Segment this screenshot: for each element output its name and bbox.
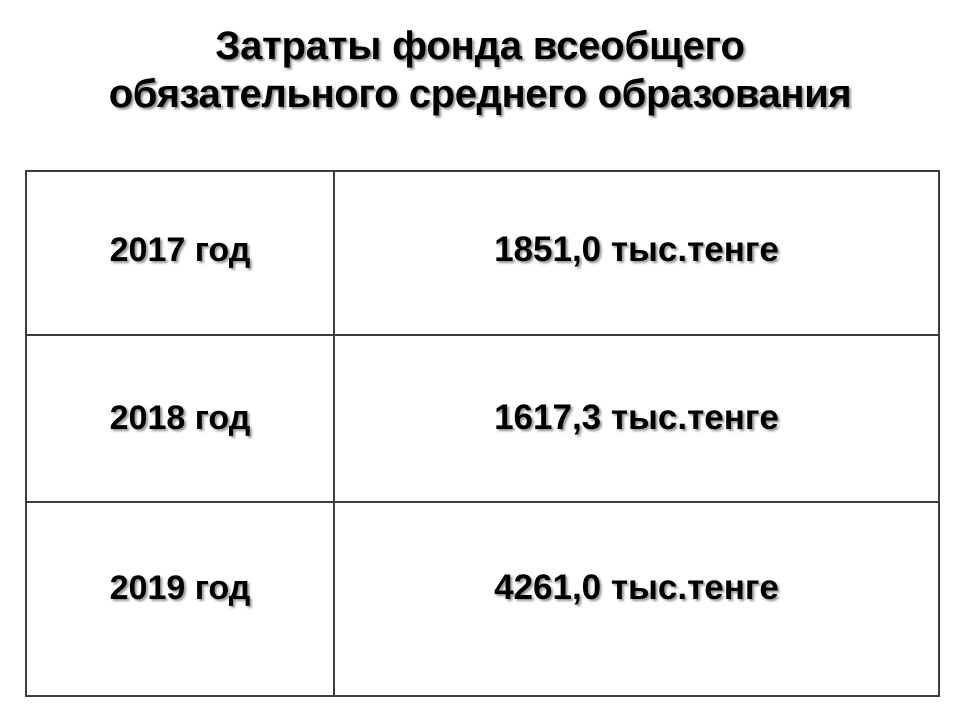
year-label: 2017 год	[109, 231, 251, 269]
table-cell-year: 2019 год	[25, 501, 335, 697]
amount-label: 4261,0 тыс.тенге	[494, 568, 779, 607]
table-cell-value: 4261,0 тыс.тенге	[333, 501, 940, 697]
page-title-line-1: Затраты фонда всеобщего	[215, 24, 745, 68]
table-row: 2017 год 1851,0 тыс.тенге	[25, 170, 940, 336]
table-cell-value: 1851,0 тыс.тенге	[333, 170, 940, 336]
page-title: Затраты фонда всеобщего обязательного ср…	[0, 22, 960, 118]
table-cell-year: 2018 год	[25, 334, 335, 503]
amount-label: 1851,0 тыс.тенге	[494, 230, 779, 269]
year-label: 2019 год	[109, 569, 251, 607]
page-title-line-2: обязательного среднего образования	[108, 72, 852, 116]
table-row: 2018 год 1617,3 тыс.тенге	[25, 334, 940, 503]
year-label: 2018 год	[109, 398, 251, 437]
table-row: 2019 год 4261,0 тыс.тенге	[25, 501, 940, 697]
table-cell-value: 1617,3 тыс.тенге	[333, 334, 940, 503]
expenses-table: 2017 год 1851,0 тыс.тенге 2018 год	[25, 170, 940, 697]
amount-label: 1617,3 тыс.тенге	[494, 397, 779, 437]
table-cell-year: 2017 год	[25, 170, 335, 336]
